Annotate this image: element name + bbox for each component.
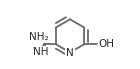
Text: NH₂: NH₂ — [29, 32, 48, 42]
Text: N: N — [66, 48, 74, 58]
Text: OH: OH — [98, 39, 114, 49]
Text: NH: NH — [33, 47, 49, 57]
